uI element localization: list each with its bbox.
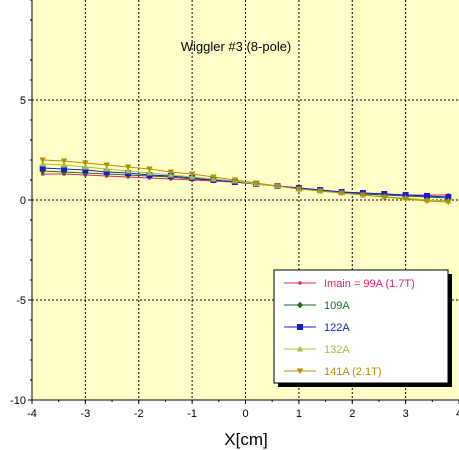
y-tick-label: 5 — [20, 95, 26, 107]
legend-label: Imain = 99A (1.7T) — [324, 278, 415, 290]
data-point — [231, 177, 239, 184]
data-point — [124, 167, 132, 174]
data-point — [338, 190, 345, 197]
legend-item-3: 122A — [284, 322, 350, 334]
tick-labels: -4-3-2-101234-10-505 — [10, 95, 459, 420]
data-point — [146, 169, 153, 176]
legend-marker — [298, 281, 302, 285]
data-point — [423, 193, 430, 199]
data-point — [103, 162, 110, 169]
data-point — [274, 183, 281, 190]
legend-label: 109A — [324, 300, 350, 312]
x-tick-label: -4 — [27, 408, 37, 420]
x-tick-label: -2 — [134, 408, 144, 420]
data-point — [188, 171, 196, 178]
data-point — [381, 194, 388, 201]
data-point — [295, 186, 303, 193]
data-point — [210, 174, 217, 181]
data-point — [445, 199, 452, 206]
series-layer — [39, 157, 452, 206]
data-point — [167, 169, 174, 176]
data-point — [82, 163, 89, 170]
legend-item-1: Imain = 99A (1.7T) — [284, 278, 415, 290]
x-axis-title: X[cm] — [224, 430, 267, 449]
data-point — [39, 157, 46, 164]
legend: Imain = 99A (1.7T) 109A 122A 132A 141A (2.1T… — [273, 269, 452, 387]
data-point — [124, 164, 132, 171]
y-tick-label: -10 — [10, 395, 26, 407]
data-point — [61, 166, 68, 172]
data-point — [146, 166, 153, 173]
legend-marker — [297, 324, 303, 330]
x-tick-label: 1 — [296, 408, 302, 420]
legend-marker — [296, 301, 304, 309]
x-tick-label: 4 — [456, 408, 459, 420]
legend-marker — [296, 368, 304, 375]
data-point — [423, 198, 431, 205]
data-point — [359, 192, 367, 199]
series-line — [42, 159, 449, 203]
series-5 — [39, 157, 452, 206]
y-tick-label: -5 — [16, 295, 26, 307]
x-tick-label: 3 — [403, 408, 409, 420]
y-tick-label: 0 — [20, 195, 26, 207]
data-point — [402, 196, 409, 203]
chart-title: Wiggler #3 (8-pole) — [181, 39, 292, 54]
data-point — [103, 169, 110, 175]
data-point — [60, 161, 68, 168]
legend-item-2: 109A — [284, 300, 350, 312]
x-tick-label: 0 — [242, 408, 248, 420]
data-point — [103, 165, 110, 172]
x-tick-label: -3 — [80, 408, 90, 420]
data-point — [82, 160, 89, 167]
data-point — [60, 158, 68, 165]
axes — [28, 0, 459, 404]
data-point — [317, 188, 324, 195]
data-point — [82, 167, 89, 173]
x-tick-label: -1 — [187, 408, 197, 420]
legend-item-4: 132A — [284, 344, 350, 356]
data-point — [445, 194, 452, 200]
legend-label: 141A (2.1T) — [324, 366, 381, 378]
legend-label: 132A — [324, 344, 350, 356]
data-point — [39, 165, 46, 171]
x-tick-label: 2 — [349, 408, 355, 420]
legend-item-5: 141A (2.1T) — [284, 366, 381, 378]
data-point — [252, 180, 260, 187]
legend-label: 122A — [324, 322, 350, 334]
data-point — [39, 160, 46, 167]
legend-marker — [296, 345, 304, 352]
